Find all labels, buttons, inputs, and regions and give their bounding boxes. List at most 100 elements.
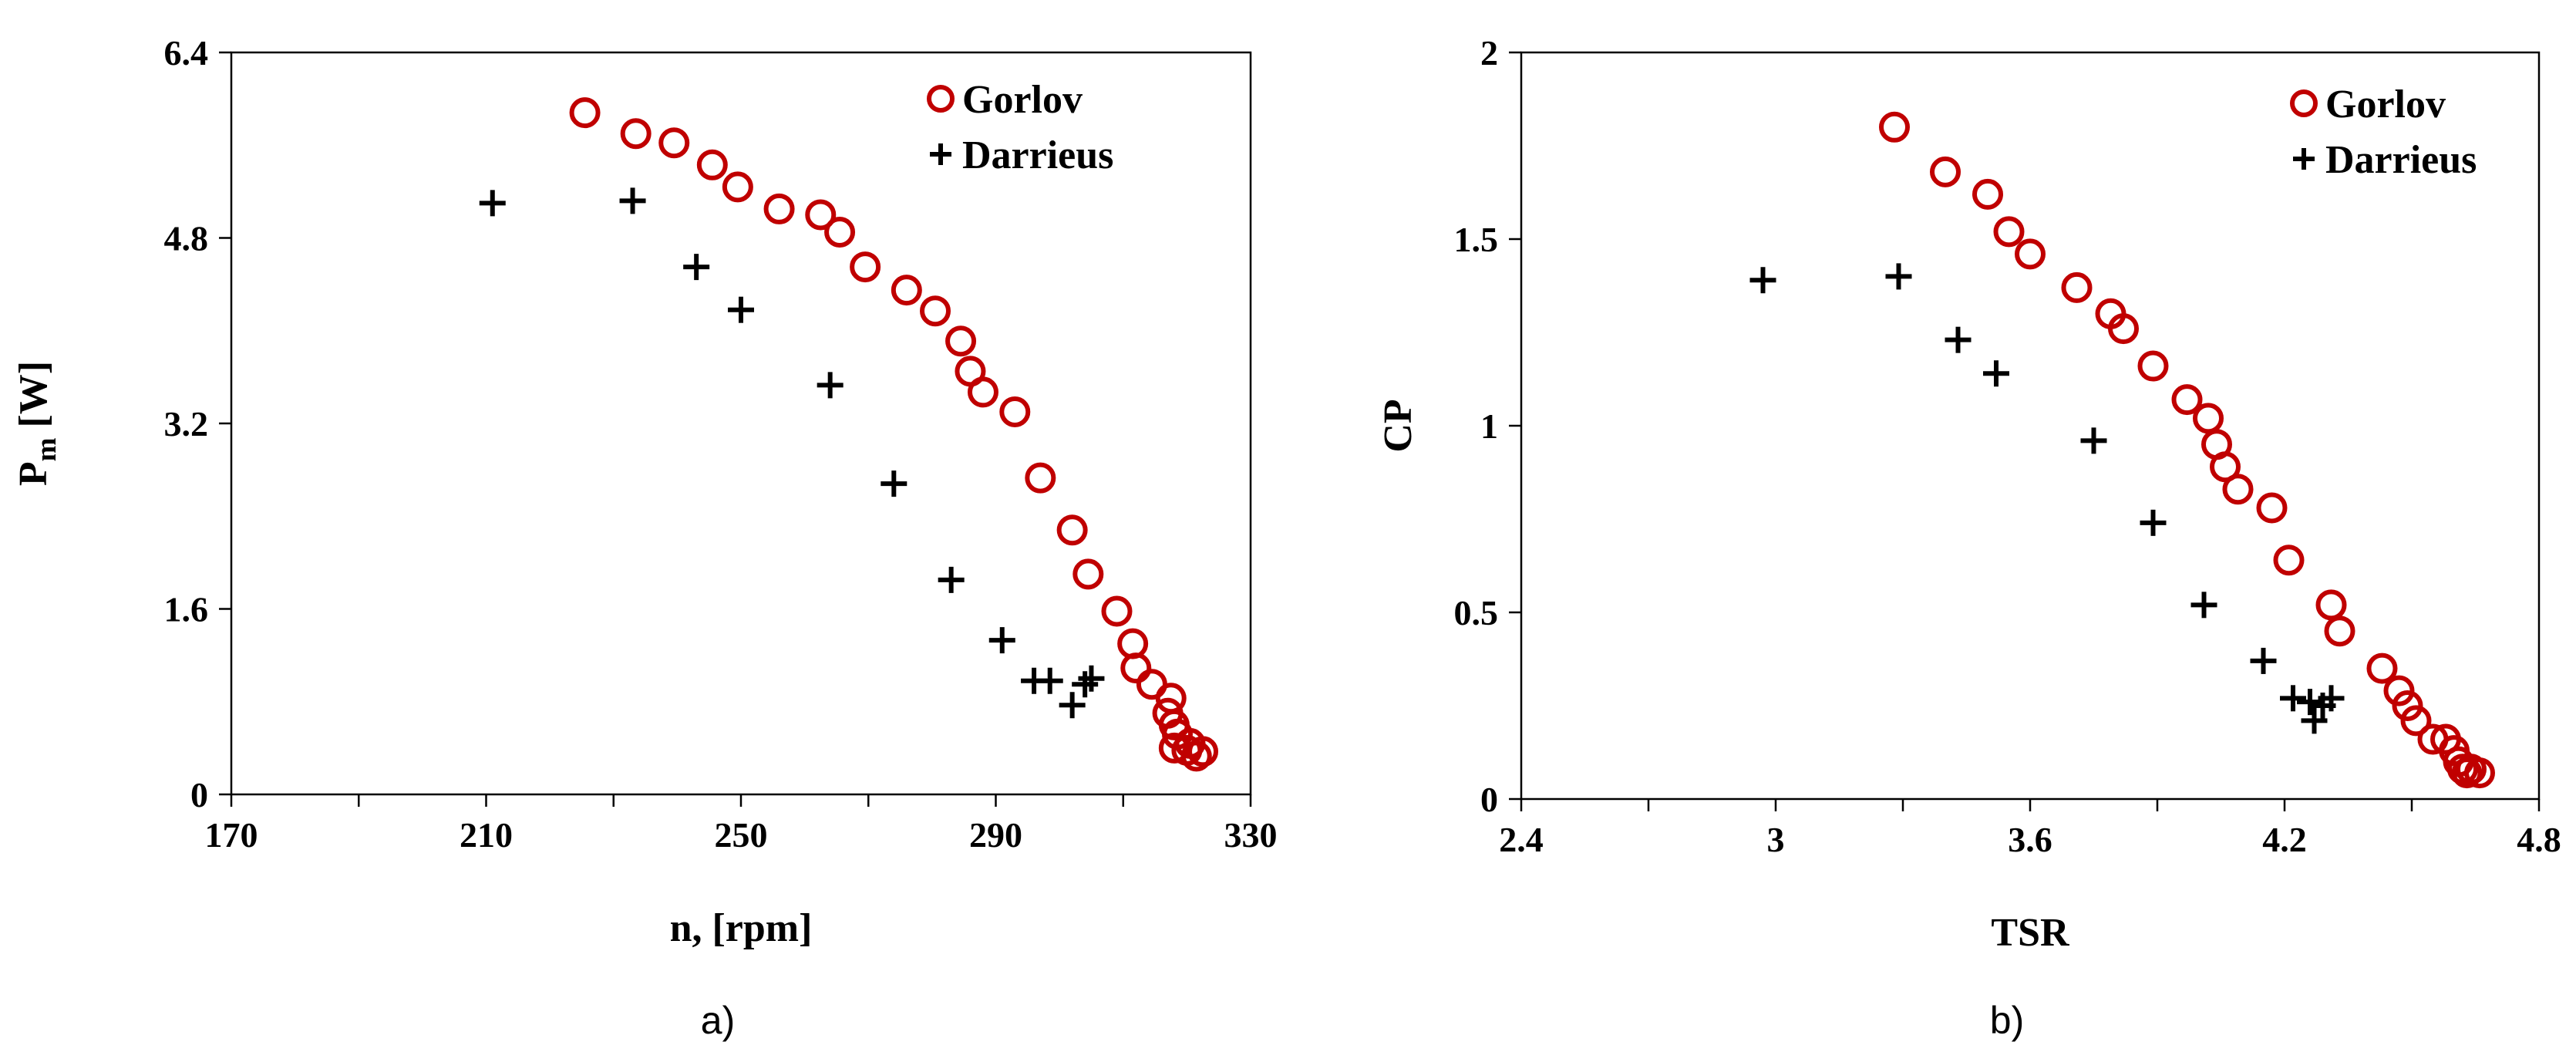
y-tick-label: 6.4	[164, 33, 209, 72]
data-point-gorlov	[2447, 754, 2478, 785]
legend-label-gorlov: Gorlov	[962, 78, 1083, 122]
data-point-gorlov	[1993, 216, 2025, 248]
data-point-gorlov	[1025, 462, 1056, 494]
data-point-gorlov	[2015, 238, 2046, 270]
data-point-gorlov	[2273, 545, 2305, 576]
data-point-gorlov	[658, 127, 690, 159]
data-point-gorlov	[2061, 271, 2093, 303]
legend: Gorlov Darrieus	[927, 78, 1113, 177]
legend-label-darrieus: Darrieus	[962, 133, 1113, 177]
data-point-gorlov	[1072, 558, 1104, 590]
panel-a-power-vs-speed: 0 1.6 3.2 4.8 6.4 170 210 250 290 330 n, [rpm] Pm […	[12, 33, 1278, 1042]
x-tick-label: 250	[715, 815, 768, 855]
x-tick-label: 210	[460, 815, 513, 855]
x-tick-label: 290	[969, 815, 1022, 855]
data-point-darrieus	[1983, 360, 2009, 387]
data-point-gorlov	[722, 171, 753, 203]
data-point-gorlov	[999, 396, 1031, 427]
y-tick-label: 0	[190, 775, 208, 814]
data-point-gorlov	[2451, 757, 2483, 789]
data-point-darrieus	[1945, 326, 1972, 353]
data-point-gorlov	[1187, 736, 1219, 767]
series-darrieus	[479, 187, 1105, 719]
data-point-darrieus	[1885, 263, 1912, 290]
data-point-gorlov	[696, 149, 728, 180]
data-point-gorlov	[805, 199, 837, 231]
data-point-darrieus	[683, 254, 710, 281]
y-tick-label: 0.5	[1454, 593, 1499, 632]
x-tick-label: 4.2	[2262, 820, 2307, 859]
data-point-darrieus	[2280, 685, 2306, 712]
x-tick-label: 3	[1767, 820, 1785, 859]
y-axis-label: CP	[1376, 399, 1420, 452]
series-gorlov	[1879, 111, 2495, 789]
data-point-gorlov	[2210, 451, 2241, 483]
data-point-darrieus	[2080, 427, 2107, 454]
data-point-darrieus	[2318, 685, 2345, 712]
data-point-darrieus	[817, 372, 844, 399]
legend: Gorlov Darrieus	[2290, 83, 2477, 182]
data-point-gorlov	[2392, 690, 2423, 721]
legend-marker-darrieus	[2293, 148, 2315, 170]
data-point-gorlov	[2383, 675, 2415, 706]
legend-marker-darrieus	[930, 143, 951, 165]
data-point-gorlov	[763, 193, 795, 224]
data-point-gorlov	[2108, 313, 2139, 345]
y-tick-label: 4.8	[164, 219, 209, 258]
data-point-darrieus	[2140, 509, 2167, 536]
data-point-gorlov	[1117, 628, 1149, 659]
data-point-gorlov	[1056, 514, 1088, 546]
y-tick-label: 1	[1480, 406, 1498, 446]
data-point-gorlov	[2315, 589, 2347, 621]
data-point-gorlov	[1930, 156, 1961, 187]
series-darrieus	[1749, 263, 2345, 734]
data-point-darrieus	[1059, 692, 1086, 719]
data-point-gorlov	[1972, 178, 2003, 210]
y-tick-label: 3.2	[164, 404, 209, 443]
data-point-gorlov	[2400, 705, 2432, 737]
panel-label: a)	[701, 999, 735, 1042]
data-point-gorlov	[824, 216, 856, 248]
data-point-darrieus	[2297, 689, 2323, 716]
data-point-darrieus	[479, 190, 506, 217]
data-point-darrieus	[1078, 665, 1105, 692]
panel-b-cp-vs-tsr: 0 0.5 1 1.5 2 2.4 3 3.6 4.2 4.8 TSR CP b) Gorlov Darri…	[1376, 33, 2561, 1042]
data-point-gorlov	[920, 295, 951, 327]
y-tick-label: 1.6	[164, 590, 209, 629]
data-point-gorlov	[967, 376, 998, 408]
x-tick-label: 2.4	[1499, 820, 1544, 859]
x-tick-label: 4.8	[2517, 820, 2561, 859]
y-tick-label: 0	[1480, 780, 1498, 819]
series-gorlov	[569, 97, 1219, 772]
data-point-darrieus	[938, 566, 965, 593]
data-point-gorlov	[2193, 403, 2224, 434]
data-point-darrieus	[2250, 647, 2277, 674]
data-point-gorlov	[2366, 652, 2398, 684]
data-point-gorlov	[2137, 350, 2169, 382]
data-point-gorlov	[2464, 757, 2495, 789]
data-point-gorlov	[2324, 615, 2355, 647]
data-point-gorlov	[2222, 474, 2254, 505]
data-point-darrieus	[728, 296, 754, 323]
y-axis-label: Pm [W]	[12, 361, 62, 486]
data-point-darrieus	[881, 470, 907, 497]
data-point-darrieus	[2190, 592, 2217, 619]
data-point-gorlov	[2171, 384, 2203, 416]
x-axis-label: TSR	[1991, 911, 2070, 955]
data-point-darrieus	[988, 627, 1015, 654]
data-point-gorlov	[1120, 652, 1152, 684]
legend-label-gorlov: Gorlov	[2325, 83, 2446, 126]
legend-marker-gorlov	[2290, 89, 2318, 117]
data-point-gorlov	[1180, 740, 1212, 772]
data-point-gorlov	[891, 275, 922, 306]
x-tick-label: 330	[1224, 815, 1278, 855]
y-tick-label: 1.5	[1454, 220, 1499, 259]
data-point-darrieus	[619, 187, 646, 214]
data-point-gorlov	[850, 251, 881, 283]
x-tick-label: 3.6	[2008, 820, 2052, 859]
data-point-gorlov	[1101, 595, 1133, 627]
data-point-gorlov	[1879, 111, 1910, 143]
data-point-darrieus	[2301, 707, 2328, 734]
x-axis-label: n, [rpm]	[670, 906, 813, 950]
